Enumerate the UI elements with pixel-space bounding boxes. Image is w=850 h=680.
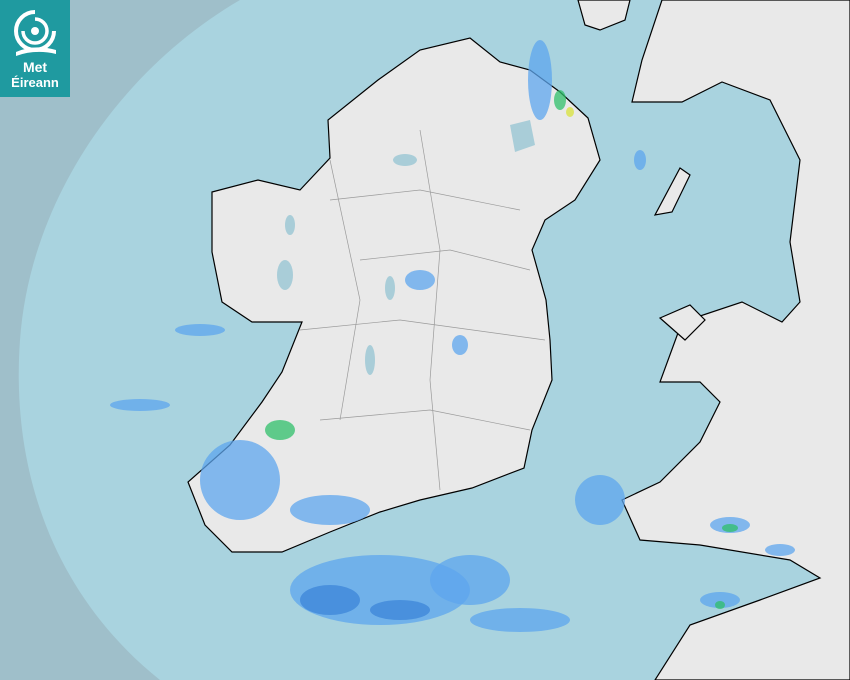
rain-echo	[290, 495, 370, 525]
county-borders	[299, 129, 546, 491]
rain-echo	[452, 335, 468, 355]
lough-neagh	[510, 120, 535, 152]
county-border	[419, 129, 441, 491]
rain-echo	[722, 524, 738, 532]
rain-echo	[265, 420, 295, 440]
county-border	[329, 189, 521, 211]
county-border	[329, 159, 361, 421]
scotland-landmass	[577, 0, 631, 31]
lough-ree	[385, 276, 395, 300]
logo-text-met: Met	[22, 59, 48, 75]
county-border	[299, 319, 546, 341]
lakes	[277, 120, 535, 375]
rain-echo	[200, 440, 280, 520]
met-eireann-logo: Met Éireann	[0, 0, 70, 97]
logo-text-eireann: Éireann	[11, 75, 59, 90]
rain-echo	[715, 601, 725, 609]
rain-echo	[405, 270, 435, 290]
rain-echo	[700, 592, 740, 608]
county-border	[319, 409, 531, 431]
rain-echoes	[110, 40, 795, 632]
rain-echo	[110, 399, 170, 411]
lough-erne	[393, 154, 417, 166]
rain-echo	[470, 608, 570, 632]
rain-echo	[528, 40, 552, 120]
rain-echo	[634, 150, 646, 170]
rain-echo	[300, 585, 360, 615]
lough-mask	[285, 215, 295, 235]
rain-echo	[765, 544, 795, 556]
isle-of-man	[653, 167, 691, 216]
rain-echo	[430, 555, 510, 605]
swirl-logo-icon	[14, 10, 56, 56]
anglesey	[658, 304, 706, 341]
rain-echo	[175, 324, 225, 336]
britain-landmass	[621, 0, 850, 680]
lough-derg	[365, 345, 375, 375]
county-border	[359, 249, 531, 271]
rain-echo	[566, 107, 574, 117]
lough-corrib	[277, 260, 293, 290]
rain-echo	[554, 90, 566, 110]
rain-echo	[370, 600, 430, 620]
rain-echo	[575, 475, 625, 525]
